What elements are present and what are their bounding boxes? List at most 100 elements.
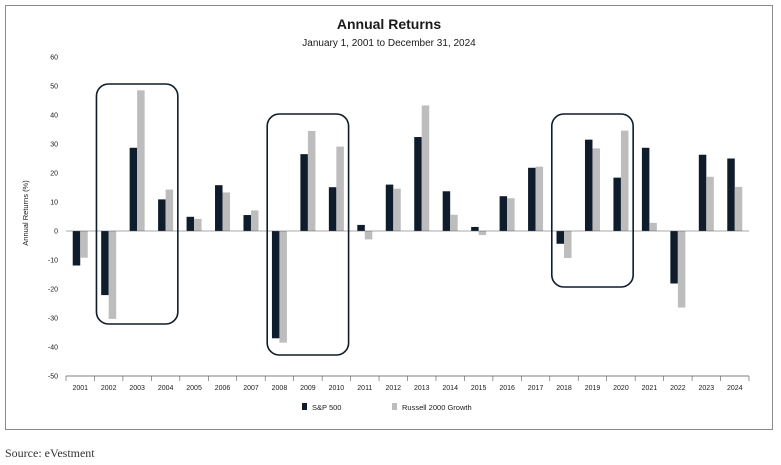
bar-russell-2022 <box>677 231 686 308</box>
bar-russell-2016 <box>507 198 515 231</box>
x-tick-label-2019: 2019 <box>585 385 601 392</box>
x-tick-label-2001: 2001 <box>72 385 88 392</box>
x-tick-label-2018: 2018 <box>556 385 572 392</box>
chart-subtitle: January 1, 2001 to December 31, 2024 <box>302 38 476 49</box>
x-tick-label-2013: 2013 <box>414 385 430 392</box>
x-tick-label-2022: 2022 <box>670 385 686 392</box>
bar-russell-2009 <box>307 130 316 231</box>
y-tick-label: 60 <box>50 55 58 62</box>
x-tick-label-2023: 2023 <box>699 385 715 392</box>
legend-label-sp500: S&P 500 <box>312 403 341 412</box>
bar-sp500-2020 <box>613 177 621 231</box>
bar-sp500-2010 <box>328 187 337 231</box>
bar-russell-2011 <box>364 231 373 240</box>
x-tick-label-2010: 2010 <box>329 385 345 392</box>
bar-russell-2017 <box>535 166 544 231</box>
bar-sp500-2007 <box>243 215 251 231</box>
x-tick-label-2021: 2021 <box>642 385 658 392</box>
highlight-box-2008-2010 <box>266 113 350 356</box>
bar-russell-2008 <box>279 231 287 343</box>
x-tick-label-2004: 2004 <box>158 385 174 392</box>
bar-sp500-2017 <box>528 167 536 231</box>
bar-russell-2002 <box>108 231 117 319</box>
bar-sp500-2001 <box>72 231 81 266</box>
bar-russell-2010 <box>336 146 344 231</box>
highlight-box-2018-2020 <box>550 113 634 288</box>
bar-russell-2012 <box>393 188 401 231</box>
legend-swatch-russell <box>392 403 397 410</box>
y-tick-label: -10 <box>48 258 58 265</box>
bar-russell-2003 <box>137 90 145 231</box>
x-tick-label-2024: 2024 <box>727 385 743 392</box>
bar-sp500-2005 <box>186 216 195 231</box>
source-note: Source: eVestment <box>5 446 95 460</box>
y-tick-label: 20 <box>50 171 58 178</box>
bar-russell-2005 <box>194 218 202 231</box>
bars-group <box>72 90 743 343</box>
x-tick-label-2003: 2003 <box>129 385 145 392</box>
x-tick-label-2014: 2014 <box>442 385 458 392</box>
x-tick-label-2017: 2017 <box>528 385 544 392</box>
bar-sp500-2016 <box>499 196 508 231</box>
y-tick-label: 40 <box>50 113 58 120</box>
y-tick-label: 10 <box>50 200 58 207</box>
y-tick-label: 0 <box>54 229 58 236</box>
y-tick-label: -20 <box>48 287 58 294</box>
x-tick-label-2007: 2007 <box>243 385 259 392</box>
bar-sp500-2006 <box>215 185 223 231</box>
bar-russell-2014 <box>450 214 458 231</box>
bar-sp500-2012 <box>385 184 394 231</box>
legend: S&P 500 Russell 2000 Growth <box>302 403 472 412</box>
bar-sp500-2021 <box>641 147 650 231</box>
x-tick-label-2009: 2009 <box>300 385 316 392</box>
highlight-box-2002-2004 <box>95 83 179 325</box>
bar-russell-2018 <box>564 231 572 258</box>
legend-swatch-sp500 <box>302 403 307 410</box>
x-tick-label-2015: 2015 <box>471 385 487 392</box>
bar-sp500-2023 <box>698 154 707 231</box>
x-tick-label-2020: 2020 <box>613 385 629 392</box>
bar-sp500-2011 <box>357 224 365 231</box>
bar-sp500-2014 <box>442 191 451 231</box>
x-tick-label-2002: 2002 <box>101 385 117 392</box>
y-tick-label: -50 <box>48 374 58 381</box>
bar-sp500-2015 <box>471 226 479 231</box>
bar-sp500-2022 <box>670 231 678 284</box>
y-tick-label: 30 <box>50 142 58 149</box>
chart-frame: Annual Returns January 1, 2001 to Decemb… <box>5 5 773 430</box>
bar-sp500-2018 <box>556 231 565 244</box>
bar-russell-2004 <box>165 189 174 231</box>
bar-sp500-2008 <box>271 231 280 339</box>
x-tick-label-2011: 2011 <box>357 385 372 392</box>
bar-sp500-2013 <box>414 137 422 231</box>
legend-label-russell: Russell 2000 Growth <box>402 403 472 412</box>
x-tick-label-2005: 2005 <box>186 385 202 392</box>
x-axis-ticks: 2001 2002 2003 2004 2005 2006 2007 2008 2009 2010… <box>65 376 750 392</box>
y-axis-label: Annual Returns (%) <box>21 180 30 246</box>
bar-russell-2013 <box>421 105 430 231</box>
bar-russell-2019 <box>592 148 600 231</box>
bar-russell-2006 <box>222 192 231 231</box>
bar-russell-2007 <box>250 210 259 231</box>
bar-russell-2020 <box>620 130 629 231</box>
bar-sp500-2003 <box>129 147 138 231</box>
y-tick-label: -40 <box>48 345 58 352</box>
bar-russell-2024 <box>734 186 743 231</box>
y-axis-ticks: 60 50 40 30 20 10 0 -10 -20 -30 -40 -50 <box>48 55 58 381</box>
x-tick-label-2016: 2016 <box>499 385 515 392</box>
y-tick-label: -30 <box>48 316 58 323</box>
x-tick-label-2006: 2006 <box>215 385 231 392</box>
highlight-boxes <box>95 83 634 356</box>
bar-sp500-2009 <box>300 154 308 231</box>
chart-title: Annual Returns <box>337 16 441 32</box>
bar-russell-2001 <box>80 231 88 258</box>
x-tick-label-2008: 2008 <box>272 385 288 392</box>
bar-russell-2015 <box>478 231 487 236</box>
bar-russell-2021 <box>649 222 657 231</box>
bar-russell-2023 <box>706 176 714 231</box>
bar-sp500-2024 <box>727 158 735 231</box>
y-tick-label: 50 <box>50 84 58 91</box>
bar-sp500-2019 <box>584 139 593 231</box>
bar-sp500-2002 <box>101 231 109 296</box>
x-tick-label-2012: 2012 <box>385 385 401 392</box>
